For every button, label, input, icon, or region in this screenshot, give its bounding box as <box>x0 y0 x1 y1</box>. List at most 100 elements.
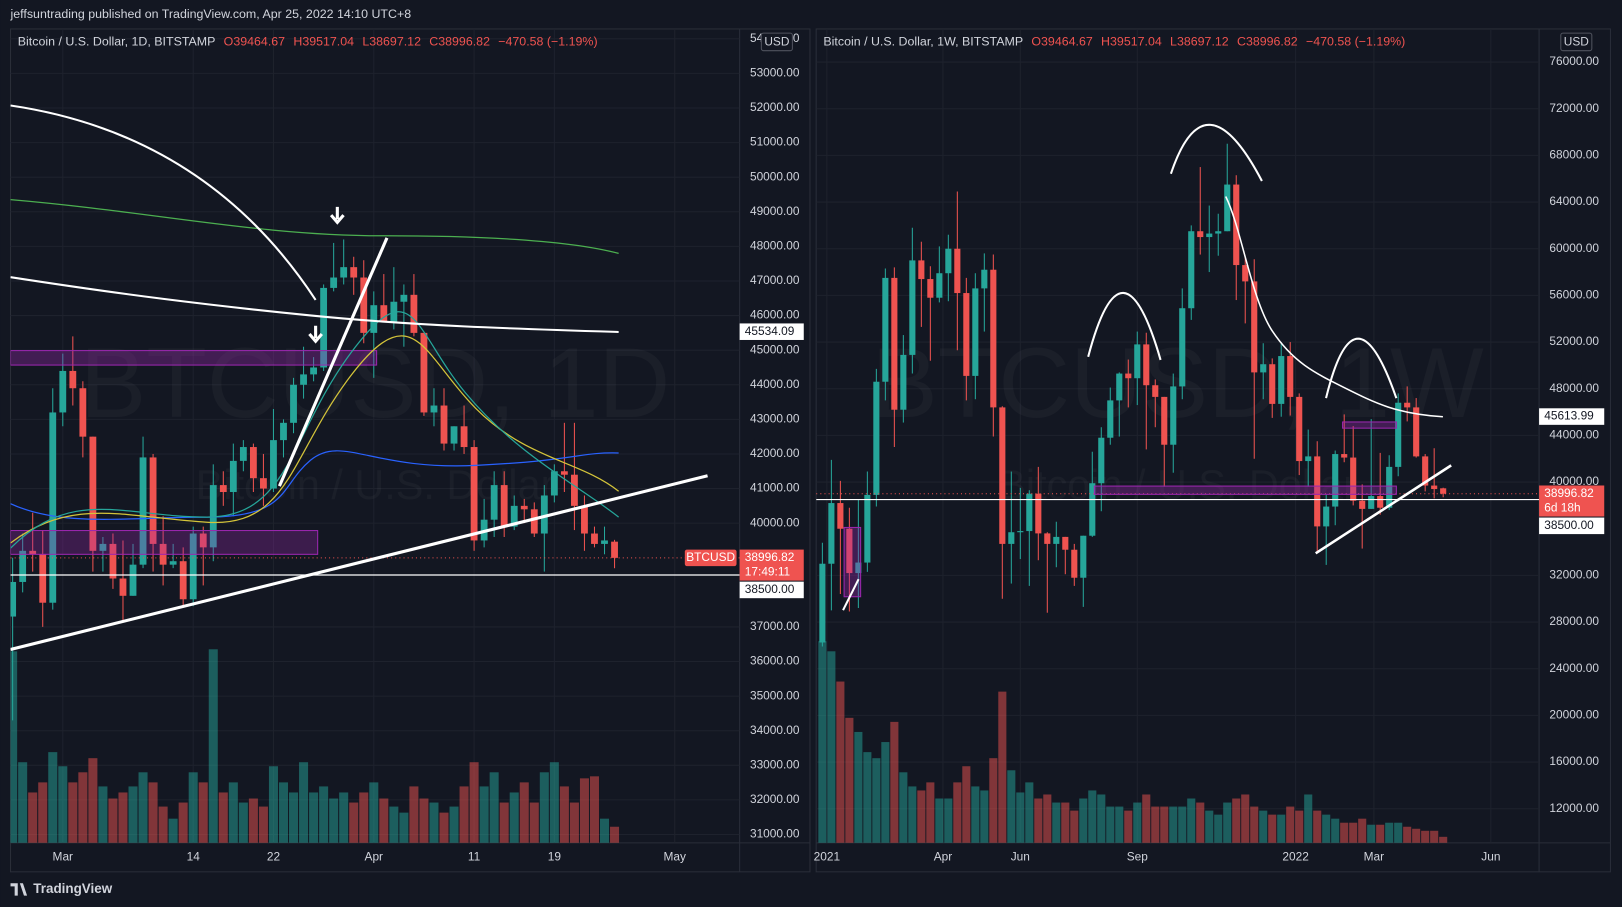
price-label-box <box>739 549 804 581</box>
volume-bar <box>1250 806 1259 843</box>
volume-bar <box>1340 822 1349 843</box>
candle-body <box>29 550 37 555</box>
volume-bar <box>399 812 409 843</box>
candle-body <box>1440 488 1447 494</box>
candle-body <box>1404 402 1411 408</box>
x-tick-label: 22 <box>267 849 280 863</box>
x-tick-label: Sep <box>1127 849 1149 863</box>
price-label: 38500.00 <box>745 582 795 596</box>
x-tick-label: Jun <box>1481 849 1500 863</box>
panel-left <box>10 28 811 873</box>
candle-body <box>440 405 448 444</box>
volume-bar <box>359 792 369 843</box>
candle-body <box>981 269 988 289</box>
volume-bar <box>863 752 872 843</box>
candle-body <box>1350 457 1357 501</box>
candle-body <box>891 277 898 410</box>
watermark: BTCUSD, 1D <box>80 328 670 439</box>
candle-body <box>855 562 862 574</box>
candle-body <box>460 426 468 448</box>
candle-body <box>1008 532 1015 544</box>
currency-label: USD <box>764 35 789 49</box>
candle-body <box>1107 400 1114 438</box>
volume-bar <box>539 772 549 843</box>
volume-bar <box>238 802 248 843</box>
candle-body <box>1305 456 1312 462</box>
header: jeffsuntrading published on TradingView.… <box>10 7 412 21</box>
watermark-subtitle: Bitcoin / U.S. Dollar <box>196 462 555 508</box>
volume-bar <box>138 772 148 843</box>
volume-bar <box>1079 798 1088 843</box>
candle-body <box>999 407 1006 544</box>
candle-body <box>1260 364 1267 373</box>
candle-body <box>972 288 979 376</box>
candle-body <box>510 505 518 527</box>
candle-body <box>199 533 207 548</box>
volume-bar <box>881 742 890 843</box>
candle-body <box>79 388 87 437</box>
candle-body <box>1197 231 1204 238</box>
candle-body <box>1134 344 1141 379</box>
zone <box>10 530 319 555</box>
volume-bar <box>1043 794 1052 843</box>
y-tick-label: 20000.00 <box>1549 708 1599 722</box>
y-tick-label: 45000.00 <box>750 342 800 356</box>
y-tick-label: 52000.00 <box>750 100 800 114</box>
volume-bar <box>998 691 1007 843</box>
volume-bar <box>1313 810 1322 843</box>
curve <box>1169 123 1263 182</box>
price-label: 45534.09 <box>745 324 795 338</box>
volume-bar <box>449 806 459 843</box>
candle-body <box>837 503 844 529</box>
volume-bar <box>118 792 128 843</box>
candle-body <box>490 485 498 520</box>
y-tick-label: 43000.00 <box>750 412 800 426</box>
candle-body <box>19 550 27 582</box>
volume-bar <box>1277 814 1286 843</box>
volume-bar <box>78 772 88 843</box>
candle-body <box>129 564 137 596</box>
volume-bar <box>1052 802 1061 843</box>
candle-body <box>1179 308 1186 387</box>
candle-body <box>1395 402 1402 467</box>
candle-body <box>1026 493 1033 532</box>
candle-body <box>119 578 127 596</box>
volume-bar <box>389 806 399 843</box>
x-tick-label: Apr <box>365 849 384 863</box>
volume-bar <box>610 826 620 843</box>
volume-bar <box>1403 826 1412 843</box>
volume-bar <box>1196 802 1205 843</box>
volume-bar <box>1241 794 1250 843</box>
volume-bar <box>1322 814 1331 843</box>
legend-close: C38996.82 <box>1237 35 1298 49</box>
price-label-box <box>739 581 804 599</box>
candle-body <box>1269 364 1276 404</box>
trendline <box>10 474 708 651</box>
candle-body <box>10 581 17 617</box>
arrow <box>329 206 345 225</box>
volume-bar <box>339 792 349 843</box>
volume-bar <box>248 798 258 843</box>
y-tick-label: 48000.00 <box>1549 381 1599 395</box>
volume-bar <box>309 792 319 843</box>
y-tick-label: 16000.00 <box>1549 754 1599 768</box>
candle-body <box>1206 233 1213 238</box>
candle-body <box>1296 396 1303 462</box>
candle-body <box>1098 437 1105 484</box>
candle-body <box>954 248 961 294</box>
drawings-right <box>842 123 1452 611</box>
volume-bar <box>1304 794 1313 843</box>
price-label-countdown: 6d 18h <box>1544 500 1580 514</box>
volume-bar <box>845 717 854 843</box>
candle-body <box>1413 407 1420 457</box>
candle-body <box>1422 456 1429 486</box>
candle-body <box>864 494 871 563</box>
volume-bar <box>299 762 309 843</box>
volume-bar <box>559 786 569 843</box>
candle-body <box>1071 549 1078 578</box>
candle-body <box>1062 536 1069 550</box>
candle-body <box>963 293 970 376</box>
candle-body <box>1323 506 1330 527</box>
moving-average <box>10 276 619 334</box>
